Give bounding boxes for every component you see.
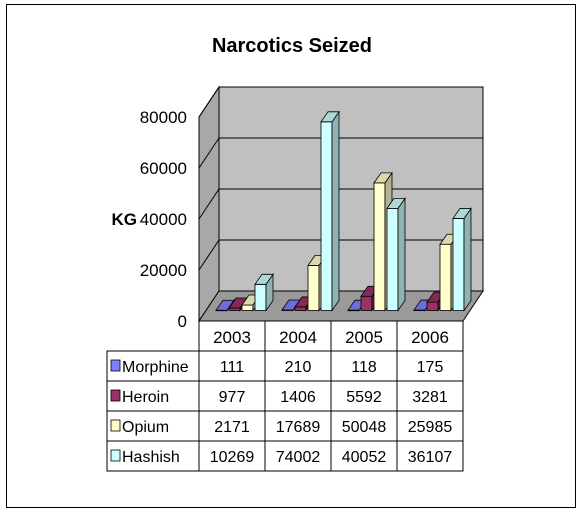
bar-opium-2003 [242, 305, 253, 311]
bar-hashish-2005 [387, 208, 398, 310]
legend-entry: Opium [122, 419, 169, 436]
y-tick-label: 20000 [140, 261, 187, 280]
data-label: 3281 [412, 389, 448, 406]
y-tick-label: 40000 [140, 210, 187, 229]
data-label: 210 [285, 359, 312, 376]
chart-canvas: Narcotics Seized 0 20000 40000 60000 80000 KG 2… [7, 5, 577, 509]
data-label: 25985 [408, 419, 453, 436]
bar-hashish-2006 [453, 218, 464, 310]
legend-swatch [111, 360, 120, 371]
y-tick-label: 60000 [140, 159, 187, 178]
y-tick-label: 80000 [140, 108, 187, 127]
data-label: 50048 [342, 419, 387, 436]
data-label: 40052 [342, 449, 387, 466]
legend-swatch [111, 420, 120, 431]
bar-hashish-2004 [321, 122, 332, 311]
data-label: 118 [351, 359, 377, 376]
data-label: 17689 [276, 419, 321, 436]
x-tick-label: 2006 [411, 328, 449, 347]
legend-swatch [111, 450, 120, 461]
chart-title: Narcotics Seized [212, 35, 372, 57]
data-label: 1406 [280, 389, 316, 406]
bar-opium-2006 [440, 244, 451, 310]
data-label: 175 [417, 359, 444, 376]
chart-frame: Narcotics Seized 0 20000 40000 60000 80000 KG 2… [6, 4, 576, 508]
bar-hashish-2003 [255, 284, 266, 310]
data-label: 2171 [214, 419, 250, 436]
x-tick-label: 2003 [213, 328, 251, 347]
data-label: 5592 [346, 389, 382, 406]
data-label: 977 [219, 389, 246, 406]
data-label: 36107 [408, 449, 453, 466]
bar-side [464, 208, 471, 310]
data-label: 10269 [210, 449, 255, 466]
y-tick-label: 0 [178, 312, 187, 331]
bar-heroin-2006 [427, 302, 438, 310]
bar-heroin-2005 [361, 296, 372, 310]
x-tick-label: 2004 [279, 328, 317, 347]
bar-side [398, 198, 405, 310]
bar-opium-2005 [374, 183, 385, 311]
bar-heroin-2004 [295, 307, 306, 311]
bar-opium-2004 [308, 265, 319, 310]
legend-swatch [111, 390, 120, 401]
y-axis-label: KG [112, 210, 138, 229]
legend-entry: Hashish [122, 449, 180, 466]
x-tick-label: 2005 [345, 328, 383, 347]
data-label: 111 [220, 359, 244, 376]
legend-entry: Heroin [122, 389, 169, 406]
data-label: 74002 [276, 449, 321, 466]
legend-entry: Morphine [122, 359, 189, 376]
bar-side [332, 112, 339, 311]
